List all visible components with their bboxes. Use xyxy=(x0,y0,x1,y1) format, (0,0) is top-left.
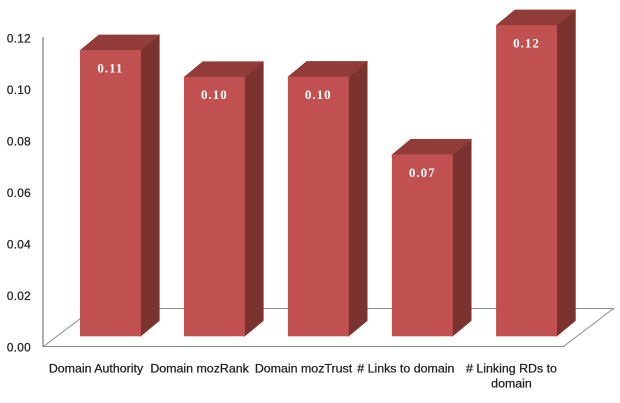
svg-text:0.02: 0.02 xyxy=(7,289,31,303)
svg-text:0.12: 0.12 xyxy=(7,32,31,46)
svg-text:# Linking RDs to: # Linking RDs to xyxy=(466,361,557,375)
svg-text:0.10: 0.10 xyxy=(201,87,228,102)
svg-text:0.08: 0.08 xyxy=(7,135,31,149)
svg-text:Domain mozRank: Domain mozRank xyxy=(150,361,249,375)
svg-text:0.10: 0.10 xyxy=(305,87,332,102)
svg-text:0.11: 0.11 xyxy=(97,60,123,75)
svg-text:domain: domain xyxy=(491,377,532,391)
svg-text:0.07: 0.07 xyxy=(409,165,436,180)
svg-text:Domain Authority: Domain Authority xyxy=(49,361,144,375)
svg-text:# Links to domain: # Links to domain xyxy=(357,361,454,375)
svg-text:Domain mozTrust: Domain mozTrust xyxy=(255,361,353,375)
svg-text:0.04: 0.04 xyxy=(7,238,31,252)
svg-text:0.06: 0.06 xyxy=(7,186,31,200)
svg-text:0.10: 0.10 xyxy=(7,83,31,97)
svg-text:0.12: 0.12 xyxy=(513,35,540,50)
svg-text:0.00: 0.00 xyxy=(7,341,31,355)
